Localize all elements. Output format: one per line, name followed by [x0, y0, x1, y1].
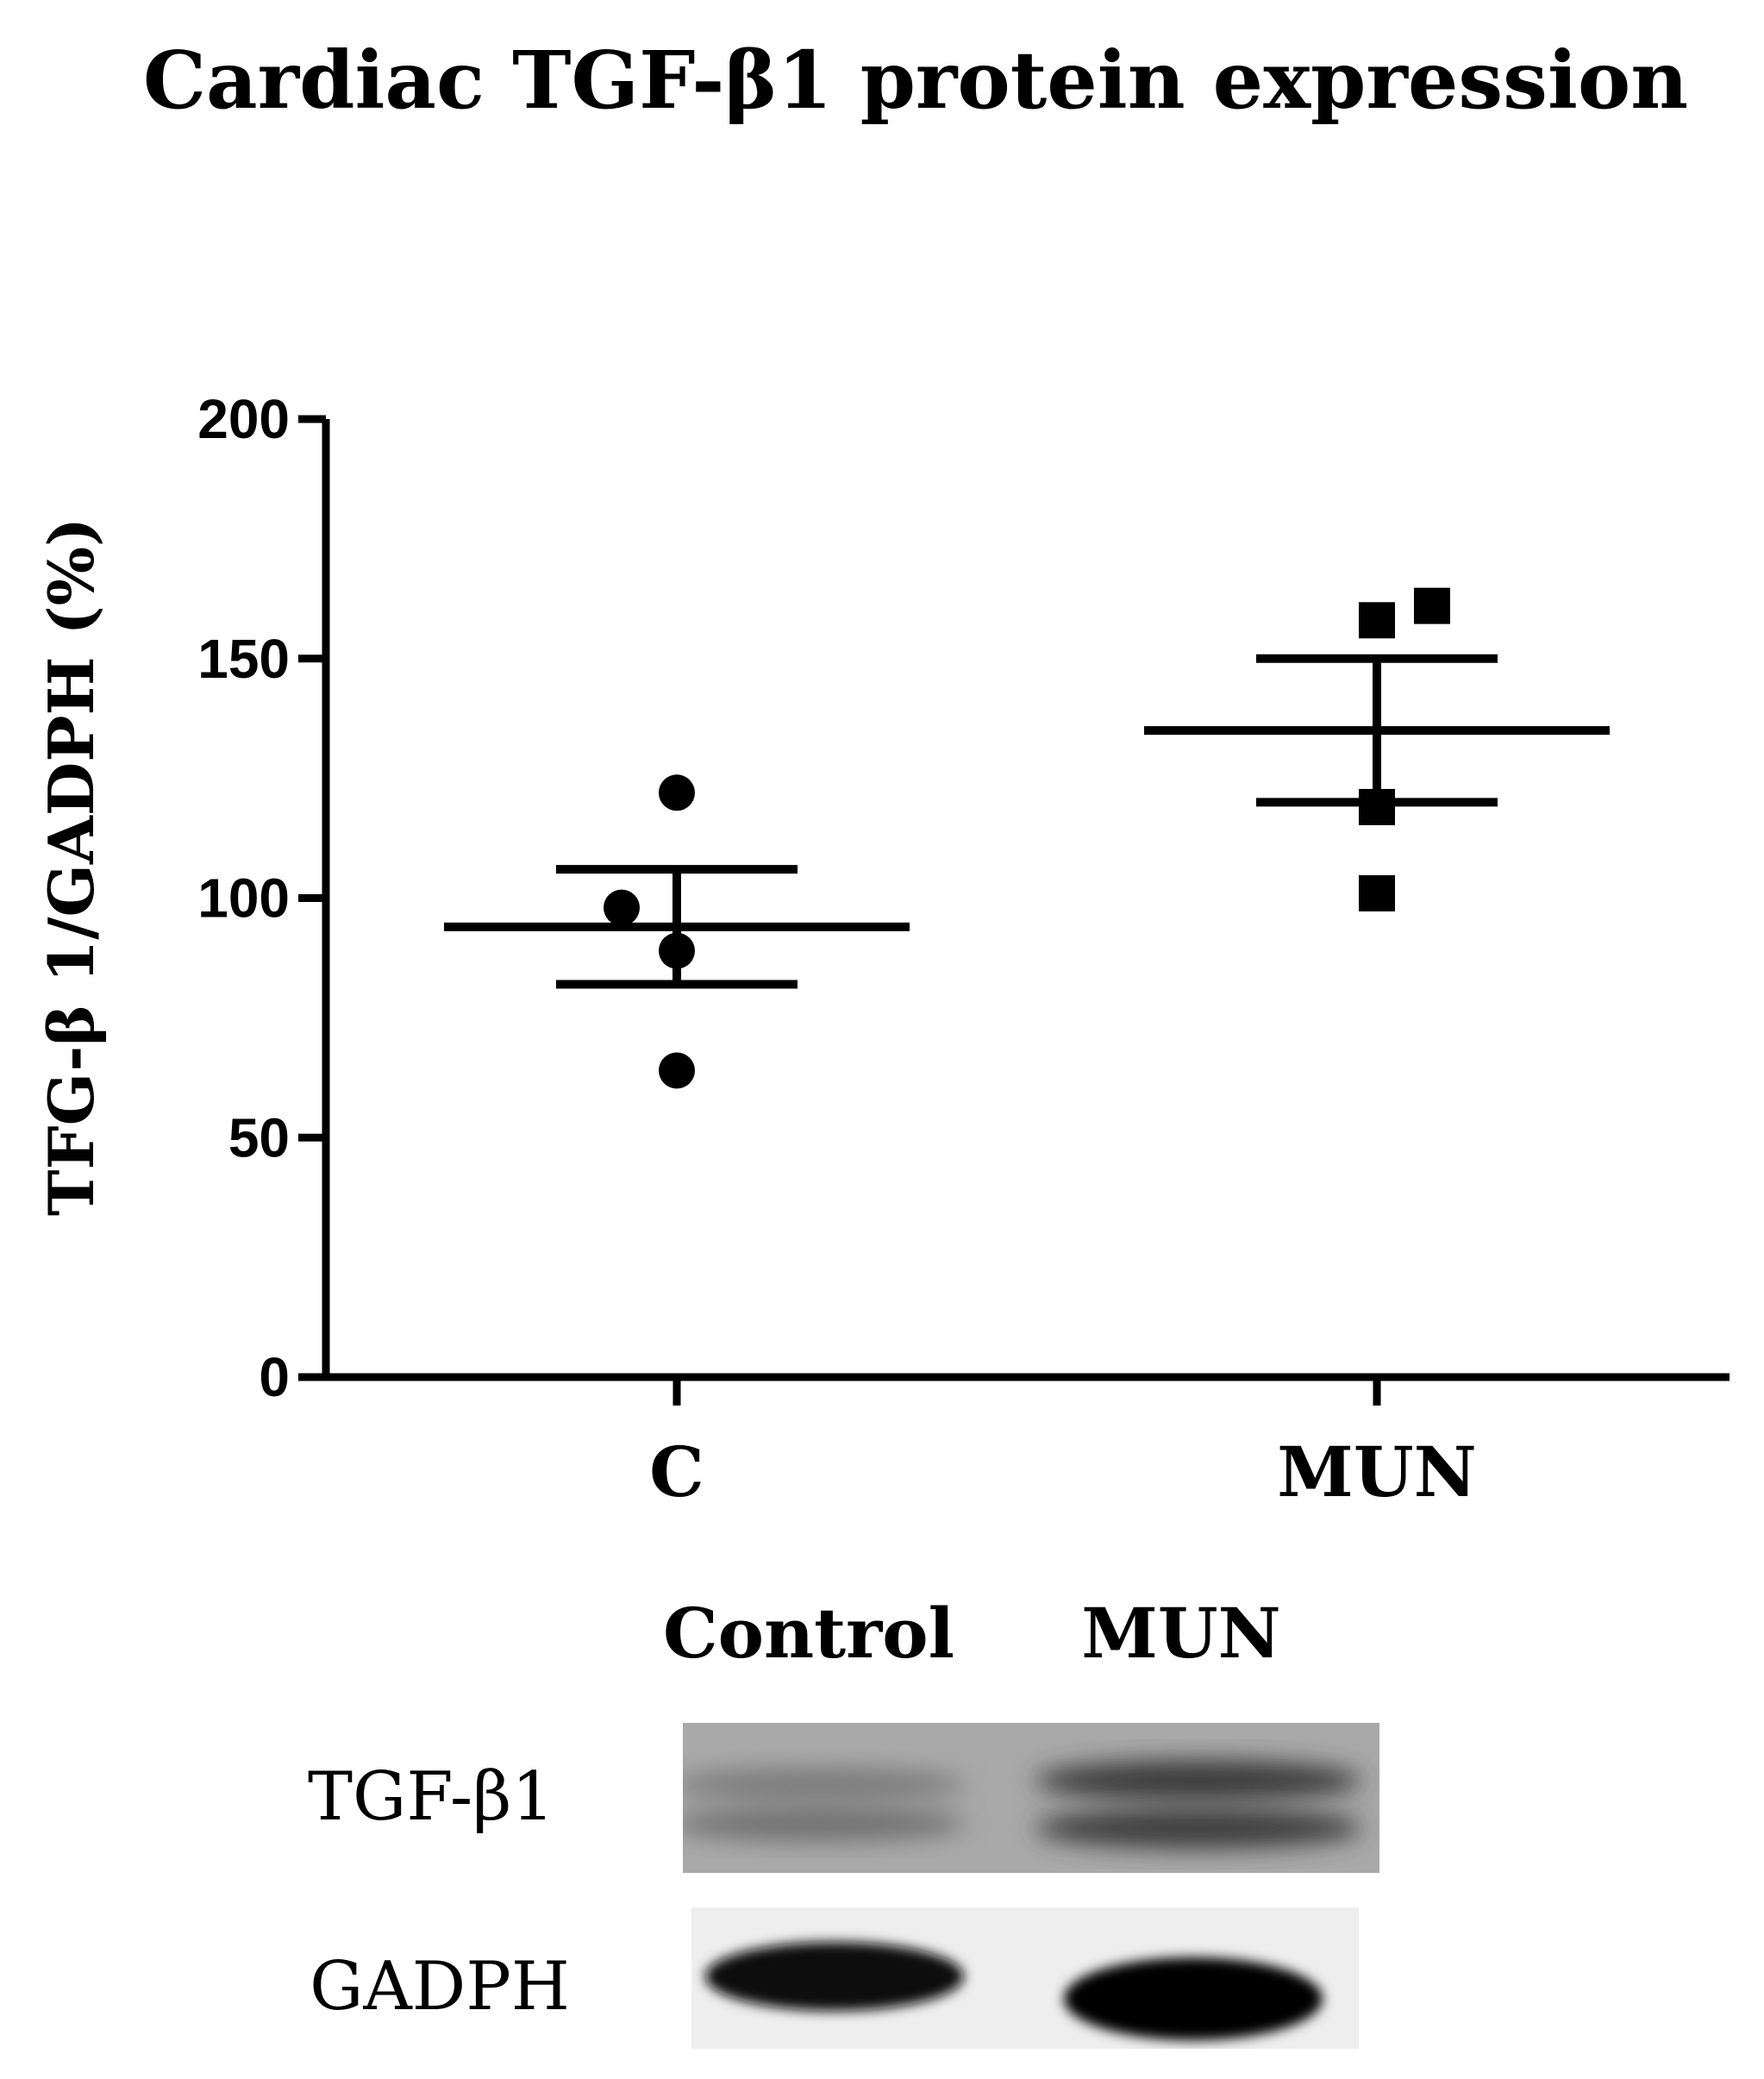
- data-point: [659, 932, 695, 969]
- chart-title: Cardiac TGF-β1 protein expression: [143, 34, 1688, 127]
- band-label-tgf-beta1: TGF-β1: [308, 1758, 554, 1836]
- x-tick-label: C: [649, 1431, 704, 1512]
- y-ticks: 0 50 100 150 200: [197, 388, 326, 1408]
- data-point: [1414, 587, 1450, 624]
- x-tick-label: MUN: [1277, 1431, 1476, 1512]
- data-point: [1359, 874, 1395, 911]
- lane-label-mun: MUN: [1081, 1593, 1280, 1674]
- tgf-beta1-blot-strip: [683, 1723, 1379, 1873]
- lane-label-control: Control: [663, 1593, 954, 1674]
- gadph-blot-strip: [691, 1907, 1359, 2049]
- series-C: [444, 774, 910, 1089]
- data-point: [1359, 788, 1395, 825]
- y-tick-label: 50: [228, 1106, 290, 1168]
- y-tick-label: 150: [197, 628, 290, 690]
- data-point: [604, 889, 640, 926]
- western-blot: Control MUN TGF-β1 GADPH: [308, 1593, 1379, 2049]
- x-ticks: C MUN: [649, 1377, 1477, 1512]
- data-point: [1359, 602, 1395, 639]
- band-label-gadph: GADPH: [310, 1948, 570, 2026]
- y-tick-label: 200: [197, 388, 290, 450]
- y-tick-label: 0: [259, 1346, 290, 1408]
- plot-area: [444, 587, 1610, 1089]
- y-tick-label: 100: [197, 867, 290, 930]
- series-MUN: [1144, 587, 1610, 911]
- data-point: [659, 1052, 695, 1089]
- y-axis-title: TFG-β 1/GADPH (%): [34, 517, 108, 1216]
- data-point: [659, 774, 695, 811]
